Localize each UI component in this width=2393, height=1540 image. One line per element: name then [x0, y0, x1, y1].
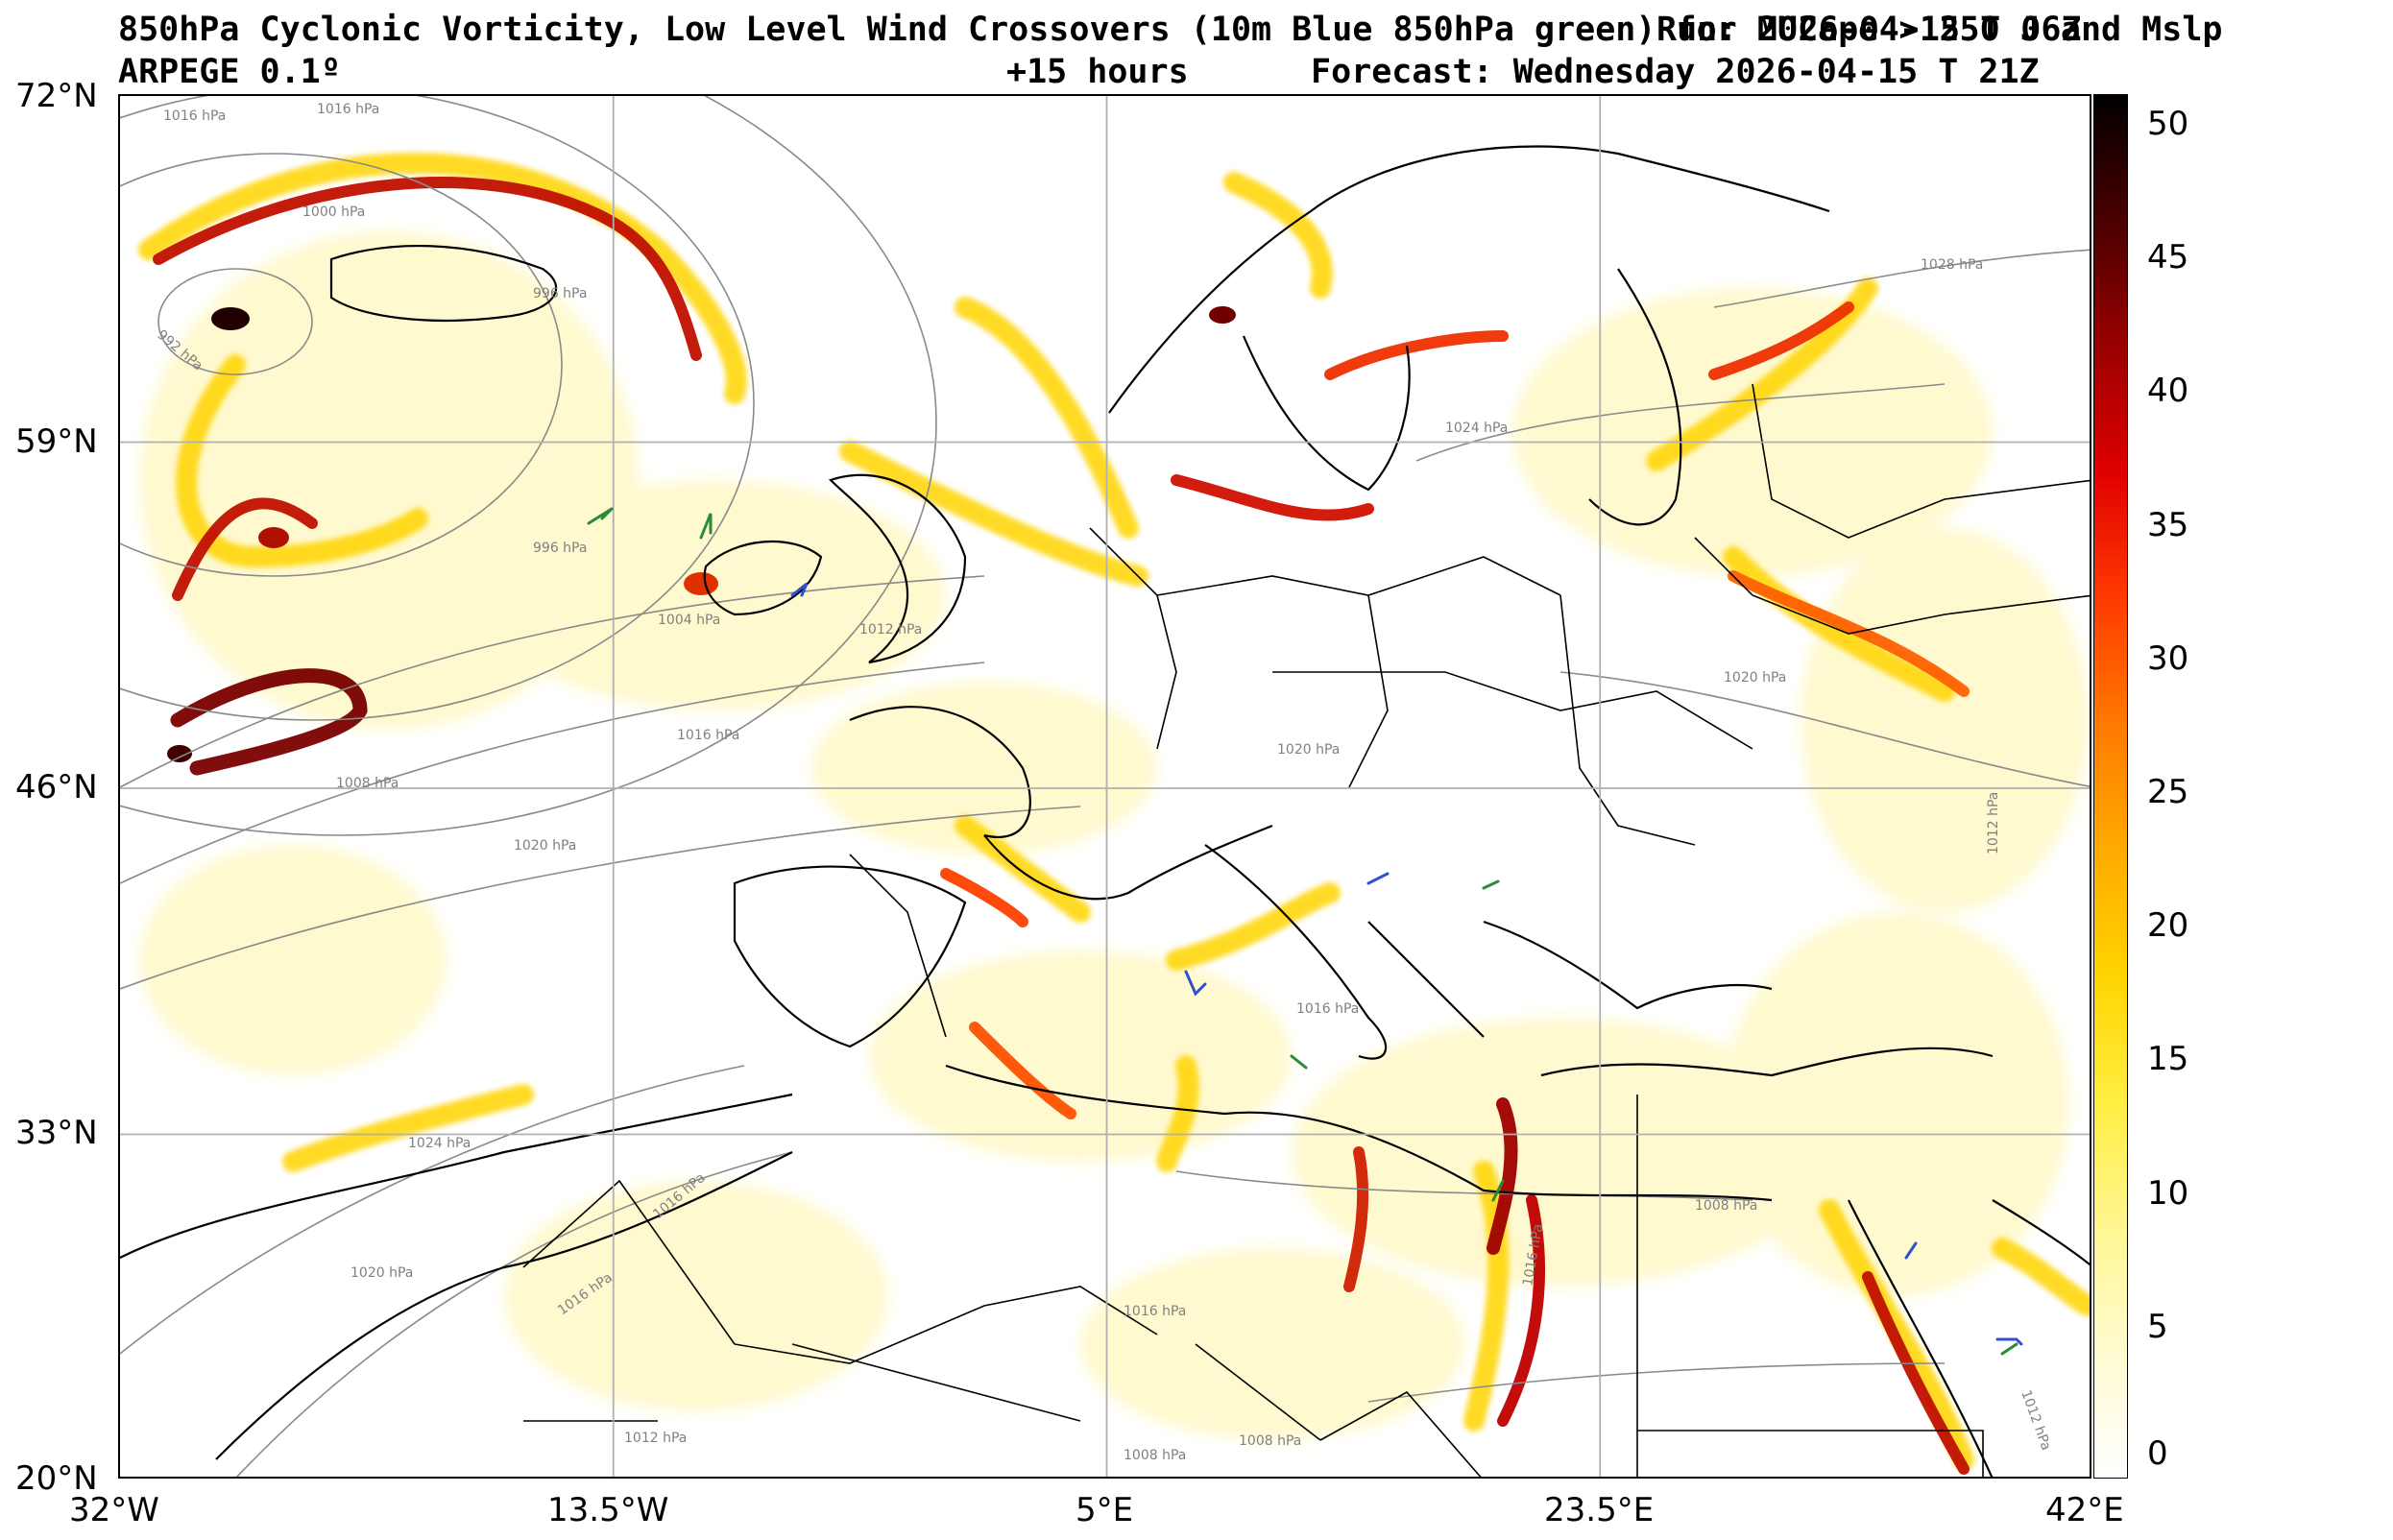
isobar-label: 1008 hPa [1124, 1448, 1186, 1463]
isobar-label: 1016 hPa [1124, 1304, 1186, 1319]
wind-barb-10m [1184, 970, 1207, 997]
isobar-label: 1016 hPa [1296, 1001, 1359, 1017]
lon-label: 32°W [69, 1491, 159, 1529]
isobar-label: 1012 hPa [624, 1431, 687, 1446]
isobar-label: 1020 hPa [1277, 742, 1340, 758]
wind-barb-850 [2000, 1342, 2018, 1356]
isobar-label: 996 hPa [533, 541, 587, 556]
wind-barb-850 [1491, 1179, 1505, 1202]
map-canvas: 1016 hPa 1016 hPa 1000 hPa 996 hPa 992 h… [120, 96, 2090, 1477]
isobar-label: 1004 hPa [658, 613, 720, 628]
colorbar-label: 15 [2147, 1040, 2189, 1078]
colorbar-label: 25 [2147, 773, 2189, 811]
lon-label: 5°E [1076, 1491, 1134, 1529]
wind-barb-850 [1482, 879, 1500, 890]
colorbar-label: 50 [2147, 105, 2189, 143]
isobar-label: 1016 hPa [677, 728, 739, 743]
wind-barb-10m [790, 582, 809, 597]
isobar-label: 1016 hPa [317, 102, 379, 117]
wind-barb-850 [699, 513, 713, 540]
colorbar [2093, 94, 2128, 1479]
isobar-label: 996 hPa [533, 286, 587, 301]
isobar-label: 1020 hPa [514, 838, 576, 854]
coastlines [120, 145, 2090, 1477]
isobar-label: 1008 hPa [1695, 1198, 1757, 1214]
vorticity-field [138, 153, 2090, 1475]
isobar-label: 1008 hPa [1239, 1433, 1301, 1449]
isobar-label: 1028 hPa [1921, 257, 1983, 273]
graticule [120, 96, 2090, 1477]
lat-label: 33°N [15, 1114, 98, 1152]
isobar-label: 1016 hPa [163, 108, 226, 124]
colorbar-label: 35 [2147, 506, 2189, 544]
wind-barb-10m [1366, 872, 1390, 885]
model-label: ARPEGE 0.1º [118, 53, 341, 91]
wind-barb-10m [1904, 1241, 1918, 1260]
wind-barb-850 [1290, 1054, 1308, 1070]
country-borders [522, 383, 2090, 1477]
colorbar-label: 0 [2147, 1434, 2168, 1473]
lat-label: 72°N [15, 77, 98, 115]
isobar-lines [120, 96, 2090, 1477]
colorbar-label: 10 [2147, 1174, 2189, 1213]
colorbar-label: 5 [2147, 1308, 2168, 1346]
colorbar-label: 40 [2147, 372, 2189, 410]
isobar-label: 1012 hPa [859, 622, 922, 638]
lat-label: 46°N [15, 768, 98, 806]
lon-label: 13.5°W [547, 1491, 669, 1529]
wind-barb-850 [587, 507, 614, 525]
isobar-label: 1008 hPa [336, 776, 399, 791]
lon-label: 42°E [2045, 1491, 2124, 1529]
colorbar-label: 30 [2147, 639, 2189, 678]
lon-label: 23.5°E [1544, 1491, 1655, 1529]
isobar-label: 1024 hPa [1445, 421, 1508, 436]
wind-barb-10m [1995, 1337, 2023, 1346]
isobar-label: 1024 hPa [408, 1136, 471, 1151]
colorbar-label: 20 [2147, 906, 2189, 945]
lat-label: 20°N [15, 1459, 98, 1498]
forecast-label: Forecast: Wednesday 2026-04-15 T 21Z [1311, 53, 2040, 91]
isobar-label: 1012 hPa [1986, 792, 2001, 854]
wind-crossover-barbs [587, 507, 2023, 1356]
chart-title: 850hPa Cyclonic Vorticity, Low Level Win… [118, 11, 2223, 49]
map-panel: 1016 hPa 1016 hPa 1000 hPa 996 hPa 992 h… [118, 94, 2091, 1479]
isobar-label: 1020 hPa [350, 1265, 413, 1281]
run-label: Run: 2026-04-15 T 06Z [1656, 11, 2082, 49]
lead-time-label: +15 hours [1006, 53, 1189, 91]
lat-label: 59°N [15, 422, 98, 461]
isobar-label: 1000 hPa [302, 205, 365, 220]
isobar-label: 1012 hPa [2018, 1388, 2053, 1453]
isobar-label: 1020 hPa [1724, 670, 1786, 686]
colorbar-label: 45 [2147, 238, 2189, 277]
